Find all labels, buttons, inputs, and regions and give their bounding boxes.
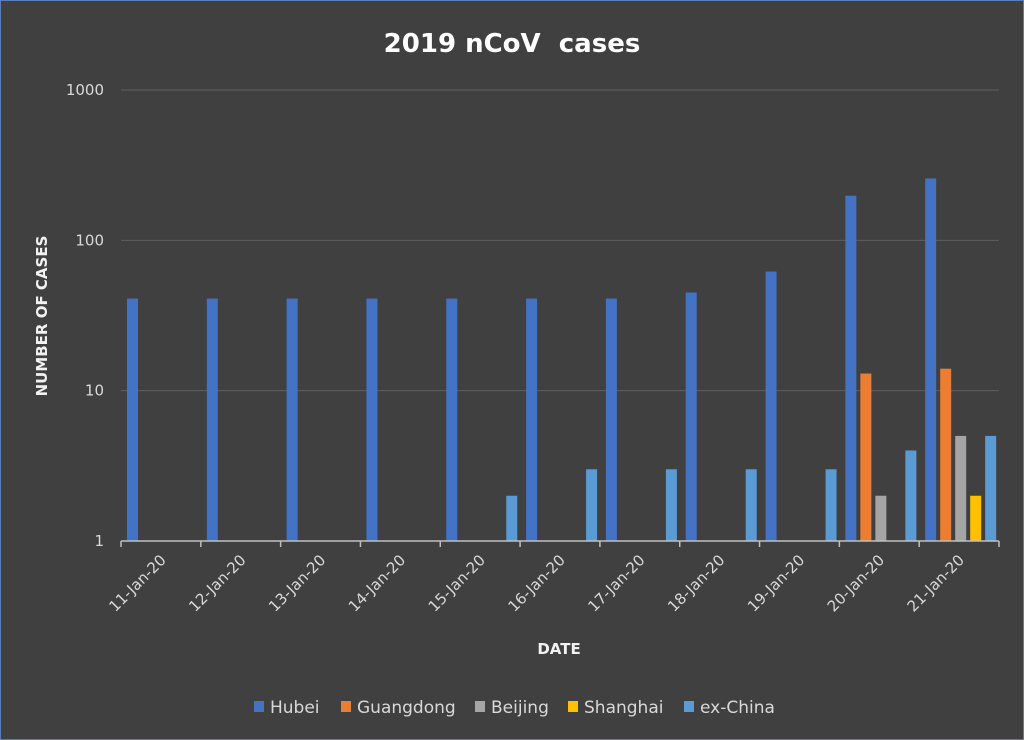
bar-hubei-2	[286, 298, 298, 541]
bar-hubei-9	[845, 195, 857, 541]
y-tick-label: 100	[75, 231, 104, 249]
x-tick-label: 18-Jan-20	[664, 551, 728, 615]
x-tick-label: 15-Jan-20	[425, 551, 489, 615]
legend-swatch	[341, 701, 351, 712]
x-tick-label: 20-Jan-20	[824, 551, 888, 615]
bar-ex-china-9	[905, 450, 917, 541]
legend-label: Guangdong	[357, 698, 456, 718]
legend-label: Hubei	[270, 698, 320, 718]
chart-title: 2019 nCoV cases	[384, 29, 641, 59]
bar-hubei-4	[446, 298, 458, 541]
legend-swatch	[254, 701, 264, 712]
bars	[127, 178, 997, 541]
bar-beijing-9	[875, 495, 887, 541]
bar-hubei-1	[206, 298, 218, 541]
bar-ex-china-5	[586, 469, 598, 541]
y-tick-label: 1	[94, 532, 104, 550]
bar-ex-china-7	[745, 469, 757, 541]
bar-hubei-6	[605, 298, 617, 541]
legend-label: Beijing	[491, 698, 549, 718]
x-axis-ticks: 11-Jan-20 12-Jan-20 13-Jan-20 14-Jan-20 15-J…	[105, 551, 968, 615]
y-axis-ticks: 1 10 100 1000	[66, 81, 104, 550]
x-tick-label: 13-Jan-20	[265, 551, 329, 615]
x-tick-label: 19-Jan-20	[744, 551, 808, 615]
bar-hubei-3	[366, 298, 378, 541]
bar-ex-china-6	[665, 469, 677, 541]
x-tick-label: 11-Jan-20	[105, 551, 169, 615]
bar-hubei-0	[127, 298, 138, 541]
bar-beijing-10	[955, 435, 967, 541]
bar-shanghai-10	[970, 495, 982, 541]
gridlines	[121, 89, 999, 392]
bar-hubei-8	[765, 271, 777, 541]
bar-ex-china-4	[506, 495, 518, 541]
legend: Hubei Guangdong Beijing Shanghai ex-China	[254, 698, 775, 718]
x-tick-label: 17-Jan-20	[584, 551, 648, 615]
y-axis-title: NUMBER OF CASES	[33, 236, 51, 397]
bar-hubei-7	[685, 292, 697, 541]
bar-guangdong-9	[860, 373, 872, 541]
bar-ex-china-8	[825, 469, 837, 541]
x-tick-label: 16-Jan-20	[505, 551, 569, 615]
x-tick-label: 12-Jan-20	[185, 551, 249, 615]
x-tick-label: 14-Jan-20	[345, 551, 409, 615]
y-tick-label: 1000	[66, 81, 104, 99]
legend-swatch	[568, 701, 578, 712]
bar-guangdong-10	[940, 368, 952, 541]
x-tick-label: 21-Jan-20	[904, 551, 968, 615]
bar-hubei-10	[925, 178, 937, 541]
legend-swatch	[475, 701, 485, 712]
legend-label: Shanghai	[584, 698, 663, 718]
legend-swatch	[684, 701, 694, 712]
x-axis	[120, 540, 1000, 547]
y-tick-label: 10	[85, 382, 104, 400]
x-axis-title: DATE	[537, 640, 580, 658]
bar-ex-china-10	[985, 435, 997, 541]
bar-hubei-5	[526, 298, 538, 541]
legend-label: ex-China	[700, 698, 775, 718]
